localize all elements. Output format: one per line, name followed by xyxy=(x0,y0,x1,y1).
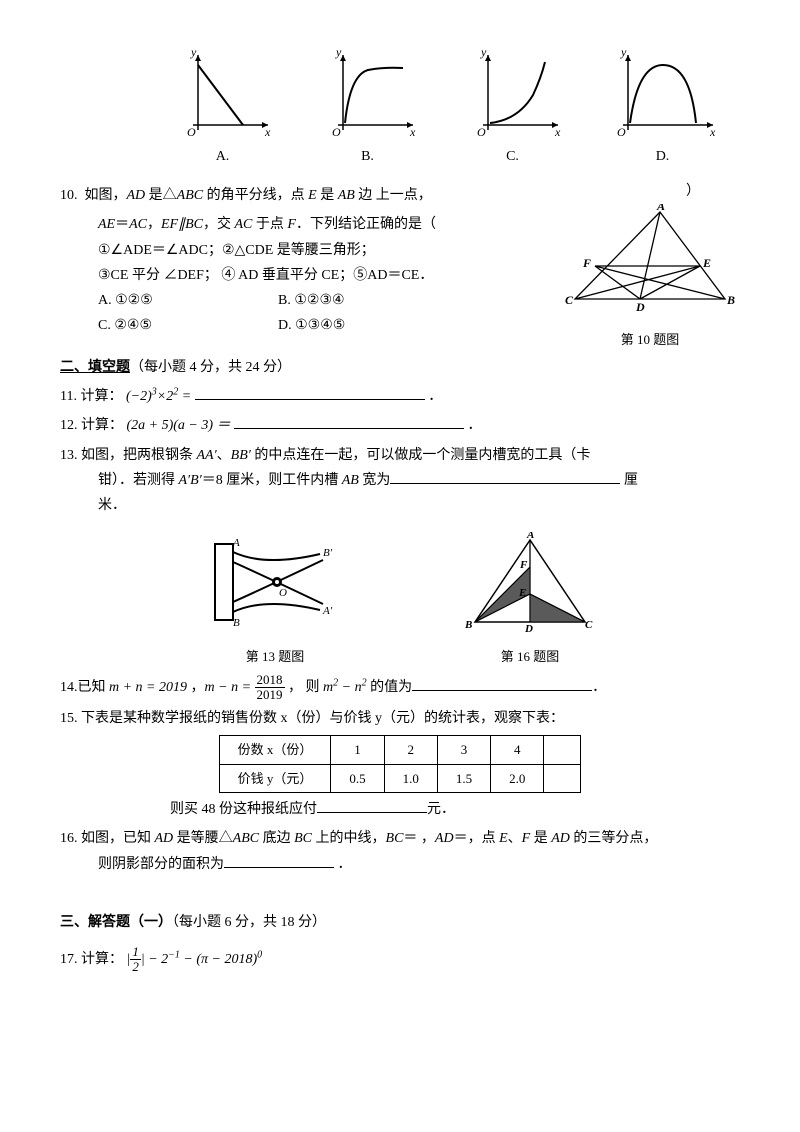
svg-text:O: O xyxy=(187,125,196,139)
svg-text:O: O xyxy=(617,125,626,139)
q10-stmt2: ③CE 平分 ∠DEF； ④ AD 垂直平分 CE；⑤AD＝CE． xyxy=(60,263,560,288)
svg-text:x: x xyxy=(264,125,271,139)
q10-fig-caption: 第 10 题图 xyxy=(560,328,740,351)
q14-blank[interactable] xyxy=(412,676,592,691)
graph-b-svg: y x O xyxy=(318,50,418,140)
graph-label-d: D. xyxy=(608,144,718,169)
graph-options-row: y x O A. y x O B. y x O C. xyxy=(60,50,740,169)
q10-opt-c: C. ②④⑤ xyxy=(98,313,278,338)
svg-text:E: E xyxy=(518,587,526,599)
svg-text:F: F xyxy=(519,559,528,571)
svg-text:y: y xyxy=(480,50,487,59)
question-10: 10. 如图，AD 是△ABC 的角平分线，点 E 是 AB 边 上一点， AE… xyxy=(60,179,740,351)
q15-table: 份数 x（份） 1 2 3 4 价钱 y（元） 0.5 1.0 1.5 2.0 xyxy=(219,735,582,793)
q10-opt-b: B. ①②③④ xyxy=(278,288,458,313)
question-16: 16. 如图，已知 AD 是等腰△ABC 底边 BC 上的中线，BC＝ ，AD＝… xyxy=(60,826,740,876)
graph-d-svg: y x O xyxy=(608,50,718,140)
svg-text:x: x xyxy=(409,125,416,139)
section-2-header: 二、填空题（每小题 4 分，共 24 分） xyxy=(60,355,740,380)
q15-post: 则买 48 份这种报纸应付元． xyxy=(60,797,740,822)
svg-text:A: A xyxy=(526,532,534,541)
svg-text:E: E xyxy=(702,256,711,270)
graph-option-a: y x O A. xyxy=(173,50,273,169)
question-15: 15. 下表是某种数学报纸的销售份数 x（份）与价钱 y（元）的统计表，观察下表… xyxy=(60,706,740,731)
section-3-header: 三、解答题（一）（每小题 6 分，共 18 分） xyxy=(60,910,740,935)
question-14: 14.已知 m + n = 2019 ，m − n = 20182019 ， 则… xyxy=(60,673,740,703)
question-17: 17. 计算： |12| − 2−1 − (π − 2018)0 xyxy=(60,945,740,975)
svg-text:B′: B′ xyxy=(323,547,333,559)
svg-text:x: x xyxy=(709,125,716,139)
graph-a-svg: y x O xyxy=(173,50,273,140)
graph-option-b: y x O B. xyxy=(318,50,418,169)
q16-figure: A B C D E F 第 16 题图 xyxy=(465,532,595,669)
q10-opt-a: A. ①②⑤ xyxy=(98,288,278,313)
svg-text:B: B xyxy=(465,619,472,631)
svg-text:y: y xyxy=(335,50,342,59)
q10-figure: ） A C B D F E 第 10 题图 xyxy=(560,179,740,351)
svg-text:A: A xyxy=(232,537,240,549)
svg-text:F: F xyxy=(582,256,591,270)
question-11: 11. 计算： (−2)3×22 = ． xyxy=(60,384,740,409)
question-12: 12. 计算： (2a + 5)(a − 3) ＝ ． xyxy=(60,413,740,438)
q10-opt-d: D. ①③④⑤ xyxy=(278,313,458,338)
q16-blank[interactable] xyxy=(224,853,334,868)
graph-label-b: B. xyxy=(318,144,418,169)
svg-text:D: D xyxy=(524,623,533,632)
svg-text:B: B xyxy=(233,617,240,629)
graph-option-c: y x O C. xyxy=(463,50,563,169)
svg-text:O: O xyxy=(332,125,341,139)
svg-text:O: O xyxy=(279,587,287,599)
q15-blank[interactable] xyxy=(317,798,427,813)
q13-blank[interactable] xyxy=(390,469,620,484)
graph-c-svg: y x O xyxy=(463,50,563,140)
q10-stmt1: ①∠ADE＝∠ADC；②△CDE 是等腰三角形； xyxy=(60,238,560,263)
q10-num: 10. xyxy=(60,188,78,203)
svg-text:O: O xyxy=(477,125,486,139)
svg-text:y: y xyxy=(620,50,627,59)
q13-figure: A B B′ A′ O 第 13 题图 xyxy=(205,532,345,669)
q11-blank[interactable] xyxy=(195,385,425,400)
graph-label-c: C. xyxy=(463,144,563,169)
svg-text:x: x xyxy=(554,125,561,139)
svg-text:y: y xyxy=(190,50,197,59)
q12-blank[interactable] xyxy=(234,414,464,429)
svg-text:A: A xyxy=(656,204,665,213)
graph-label-a: A. xyxy=(173,144,273,169)
graph-option-d: y x O D. xyxy=(608,50,718,169)
svg-text:C: C xyxy=(565,293,574,307)
svg-text:D: D xyxy=(635,300,645,314)
svg-text:B: B xyxy=(726,293,735,307)
svg-text:C: C xyxy=(585,619,593,631)
figures-row: A B B′ A′ O 第 13 题图 A B C D E F 第 16 题图 xyxy=(60,532,740,669)
question-13: 13. 如图，把两根钢条 AA′、BB′ 的中点连在一起，可以做成一个测量内槽宽… xyxy=(60,443,740,519)
svg-text:A′: A′ xyxy=(322,605,333,617)
